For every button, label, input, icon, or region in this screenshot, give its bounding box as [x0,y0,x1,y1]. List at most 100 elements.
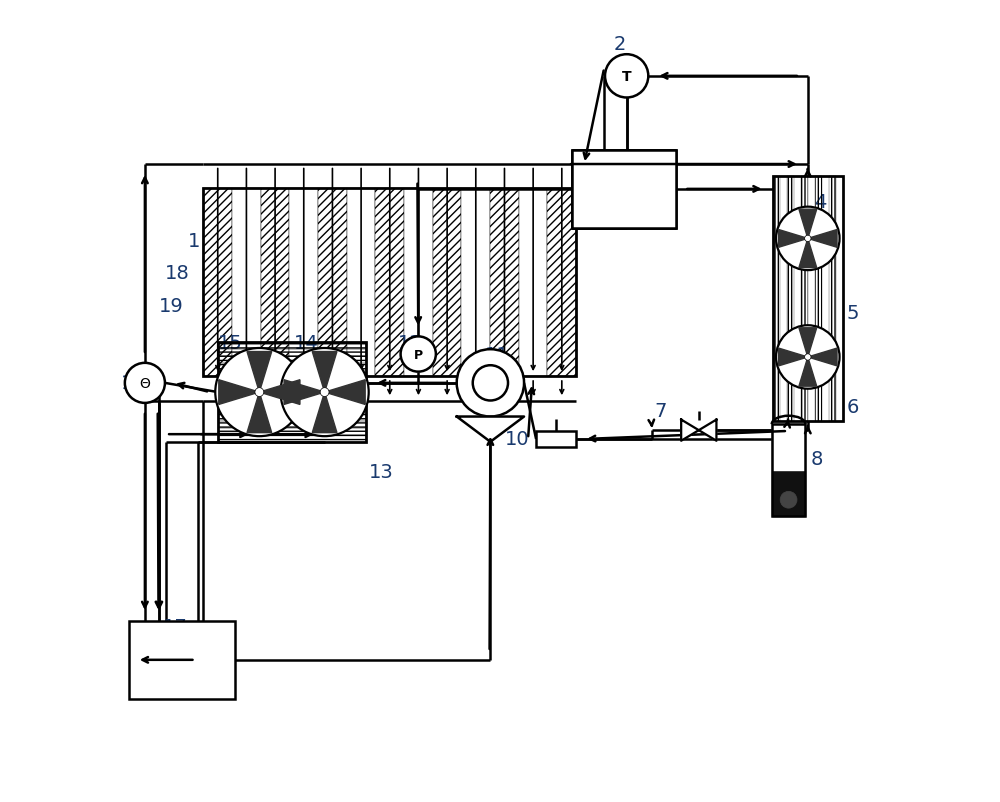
Text: 10: 10 [505,430,530,449]
Text: P: P [414,348,423,361]
Text: 3: 3 [588,185,601,204]
Bar [490,188,519,377]
Polygon shape [799,210,817,239]
Bar [773,176,843,421]
Text: 9: 9 [792,493,804,512]
Polygon shape [312,352,337,393]
Polygon shape [681,420,699,441]
Polygon shape [772,424,805,516]
Text: 7: 7 [654,402,667,421]
Bar [261,188,289,377]
Bar [404,188,433,377]
Bar [218,428,366,435]
Bar [203,188,232,377]
Text: 2: 2 [614,35,626,55]
Bar [218,393,366,399]
Text: 8: 8 [810,449,823,468]
Circle shape [780,492,797,508]
Bar [218,407,366,414]
Bar [547,188,576,377]
Circle shape [776,326,840,389]
Polygon shape [808,349,837,367]
Text: 18: 18 [165,263,189,282]
Bar [547,188,576,377]
Bar [519,188,547,377]
Circle shape [320,388,329,397]
Text: 15: 15 [217,334,242,353]
Bar [129,622,235,699]
Text: 14: 14 [294,334,318,353]
Bar [787,176,794,421]
Polygon shape [284,380,325,405]
Polygon shape [325,380,365,405]
Text: 6: 6 [847,397,859,416]
Bar [218,342,366,443]
Circle shape [215,349,303,436]
Bar [572,151,676,229]
Polygon shape [457,417,524,442]
Bar [218,379,366,386]
Circle shape [457,350,524,417]
Polygon shape [219,380,259,405]
Circle shape [805,354,811,361]
Bar [289,188,318,377]
Bar [375,188,404,377]
Circle shape [255,388,264,397]
Bar [801,176,808,421]
Text: 12: 12 [398,334,423,353]
Bar [218,399,366,407]
Bar [203,188,232,377]
Bar [490,188,519,377]
Bar [218,342,366,350]
Polygon shape [312,393,337,433]
Polygon shape [259,380,300,405]
Bar [218,357,366,364]
Bar [347,188,375,377]
Bar [218,350,366,357]
Polygon shape [247,393,272,433]
Polygon shape [799,328,817,358]
Bar [218,371,366,379]
Text: 1: 1 [188,232,200,250]
Bar [218,421,366,428]
Circle shape [776,208,840,271]
Polygon shape [779,349,808,367]
Polygon shape [247,352,272,393]
Text: 13: 13 [369,462,394,481]
Text: 4: 4 [814,193,827,212]
Circle shape [473,366,508,401]
Bar [318,188,347,377]
Bar [218,414,366,421]
Bar [232,188,261,377]
Bar [433,188,461,377]
Circle shape [125,363,165,403]
Text: 19: 19 [159,297,184,316]
Bar [773,176,780,421]
Text: Θ: Θ [139,376,150,391]
Bar [218,364,366,371]
Text: T: T [622,70,631,83]
Bar [829,176,836,421]
Polygon shape [699,420,716,441]
Bar [572,151,676,229]
Text: 5: 5 [846,303,859,322]
Bar [261,188,289,377]
Text: 16: 16 [121,373,146,392]
Text: 11: 11 [485,345,510,364]
Bar [815,176,822,421]
Bar [461,188,490,377]
Polygon shape [772,424,805,471]
Bar [203,188,576,377]
Polygon shape [779,230,808,248]
Circle shape [281,349,369,436]
Polygon shape [799,239,817,268]
Bar [433,188,461,377]
Bar [375,188,404,377]
Bar [318,188,347,377]
Circle shape [401,337,436,372]
Circle shape [805,236,811,242]
Bar [218,435,366,443]
Polygon shape [799,358,817,387]
Bar [536,431,576,448]
Bar [218,386,366,393]
